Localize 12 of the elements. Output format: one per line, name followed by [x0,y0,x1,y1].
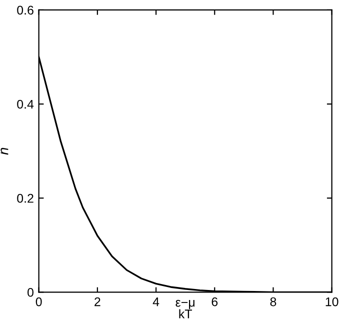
x-axis-title: ε−μ kT [176,300,194,318]
x-tick-label: 2 [94,297,100,306]
y-tick-label: 0.6 [17,6,34,15]
y-tick-label: 0.4 [17,100,34,109]
y-tick-label: 0.2 [17,194,34,203]
x-tick-label: 8 [270,297,276,306]
x-tick-label: 0 [36,297,42,306]
x-tick-label: 4 [152,297,160,306]
x-tick-label: 6 [212,297,218,306]
x-tick-label: 10 [326,297,338,306]
y-tick-label: 0 [28,288,34,297]
y-axis-title: n [0,148,8,155]
